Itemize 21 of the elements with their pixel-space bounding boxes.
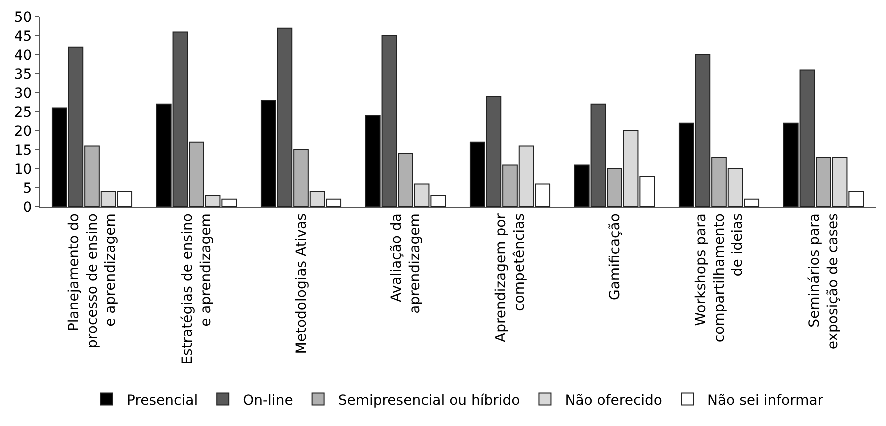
x-tick-label: Metodologias Ativas [294,214,310,354]
x-tick-label: Planejamento do processo de ensino e aprendizagem [66,214,119,348]
y-tick-label: 15 [14,142,32,159]
legend-label: Presencial [127,392,198,409]
y-tick-label: 45 [14,28,32,45]
x-tick-label: Avaliação da aprendizagem [389,214,424,314]
legend-label: Semipresencial ou híbrido [338,392,520,409]
x-tick-label: Gamificação [607,214,624,301]
y-tick-label: 0 [23,200,32,216]
y-tick-label: 25 [14,104,32,121]
legend-label: Não sei informar [708,392,824,409]
y-tick-label: 30 [14,86,32,102]
y-tick-label: 20 [14,124,32,140]
y-tick-label: 35 [14,66,32,83]
y-tick-label: 40 [14,48,32,64]
legend-label: Não oferecido [565,392,662,409]
legend-label: On-line [243,392,294,409]
y-tick-label: 50 [14,10,32,26]
y-tick-label: 5 [23,180,32,197]
y-tick-label: 10 [14,162,32,178]
x-tick-label: Workshops para compartilhamento de ideias [694,214,746,343]
